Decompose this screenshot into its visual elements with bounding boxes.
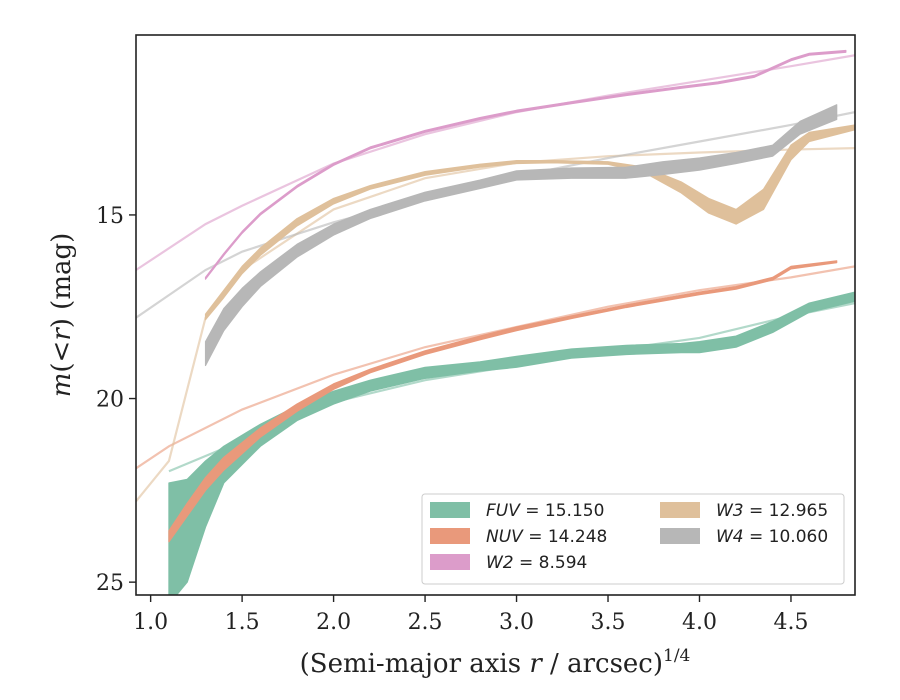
x-tick-label: 2.0 [316, 610, 351, 635]
x-axis-label: (Semi-major axis r / arcsec)1/4 [300, 646, 691, 679]
x-tick-label: 2.5 [408, 610, 443, 635]
y-tick-label: 20 [96, 388, 124, 413]
legend-box [421, 493, 845, 585]
plot-frame [135, 34, 856, 596]
w3-fit-line [136, 147, 855, 503]
fuv-legend-swatch [430, 502, 470, 518]
x-tick-label: 4.5 [773, 610, 808, 635]
w4-legend-label: W4 = 10.060 [716, 527, 828, 547]
legend: FUV = 15.150 NUV = 14.248 W2 = 8.594 W3 = 1… [421, 493, 845, 585]
data-bands [168, 49, 855, 595]
w2-legend-swatch [430, 554, 470, 570]
y-axis-ticks: 15 20 25 [96, 204, 136, 596]
y-tick-label: 25 [96, 571, 124, 596]
nuv-legend-label: NUV = 14.248 [486, 527, 607, 547]
x-tick-label: 3.5 [591, 610, 626, 635]
w2-profile-band [204, 49, 847, 280]
w2-fit-line [136, 54, 855, 271]
x-tick-label: 3.0 [499, 610, 534, 635]
w3-profile-band [204, 124, 855, 321]
nuv-profile-band [168, 260, 838, 543]
w3-legend-label: W3 = 12.965 [716, 501, 828, 521]
w3-legend-swatch [660, 502, 700, 518]
x-axis-ticks: 1.0 1.5 2.0 2.5 3.0 3.5 4.0 4.5 [133, 595, 808, 635]
w4-profile-band [204, 104, 838, 367]
y-axis-label: m(<r) (mag) [47, 233, 77, 398]
fuv-legend-label: FUV = 15.150 [486, 501, 604, 521]
x-tick-label: 1.0 [133, 610, 168, 635]
fuv-profile-band [168, 291, 855, 595]
w4-legend-swatch [660, 528, 700, 544]
y-tick-label: 15 [96, 204, 124, 229]
w2-legend-label: W2 = 8.594 [486, 553, 587, 573]
x-tick-label: 1.5 [225, 610, 260, 635]
nuv-legend-swatch [430, 528, 470, 544]
x-tick-label: 4.0 [682, 610, 717, 635]
